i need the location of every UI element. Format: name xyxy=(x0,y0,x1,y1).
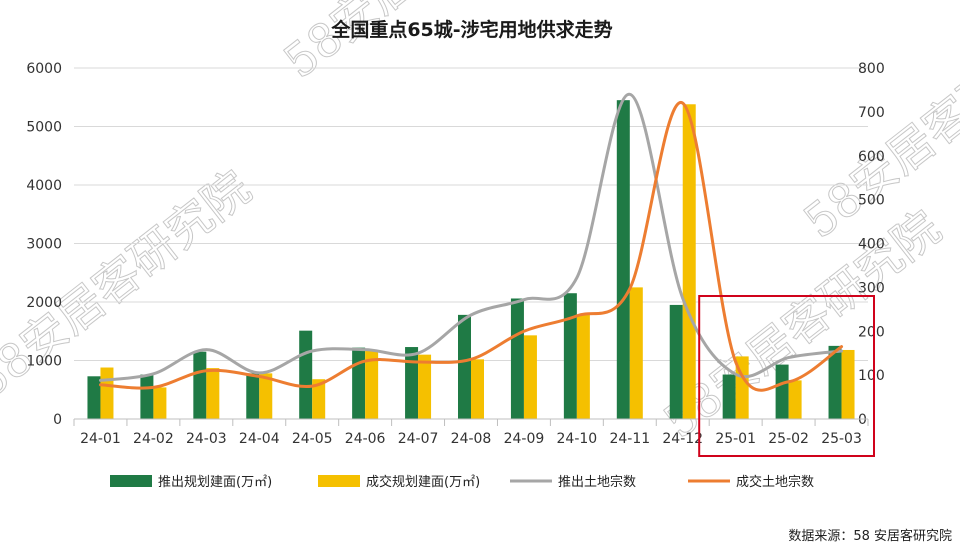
watermark-text: 58安居客研究院 xyxy=(654,200,951,449)
x-tick-label: 24-12 xyxy=(662,431,703,447)
x-tick-label: 24-06 xyxy=(345,431,386,447)
bar-transacted-area xyxy=(841,349,855,419)
legend-swatch xyxy=(110,475,152,487)
bar-launched-area xyxy=(458,314,471,419)
bar-launched-area xyxy=(193,351,207,419)
bar-launched-area xyxy=(246,373,260,419)
bar-launched-area xyxy=(775,364,789,419)
x-tick-label: 24-03 xyxy=(186,431,227,447)
y-left-tick-label: 2000 xyxy=(26,295,62,311)
bar-launched-area xyxy=(669,304,683,419)
bar-transacted-area xyxy=(471,359,484,419)
y-right-tick-label: 700 xyxy=(858,105,885,121)
x-tick-label: 24-11 xyxy=(609,431,650,447)
y-left-tick-label: 6000 xyxy=(26,61,62,77)
bar-transacted-area xyxy=(312,379,326,419)
bar-transacted-area xyxy=(365,349,379,419)
y-left-tick-label: 5000 xyxy=(26,120,62,136)
y-right-tick-label: 800 xyxy=(858,61,885,77)
bar-launched-area xyxy=(722,374,736,419)
x-tick-label: 24-07 xyxy=(398,431,439,447)
chart-title: 全国重点65城-涉宅用地供求走势 xyxy=(330,18,612,41)
x-tick-label: 24-01 xyxy=(80,431,121,447)
x-tick-label: 24-08 xyxy=(451,431,492,447)
legend-label: 推出土地宗数 xyxy=(558,474,636,490)
x-tick-label: 24-02 xyxy=(133,431,174,447)
bar-transacted-area xyxy=(418,354,432,419)
y-left-tick-label: 1000 xyxy=(26,354,62,370)
x-axis: 24-01 24-02 24-03 24-04 24-05 24-06 24-07 24-08… xyxy=(73,418,869,447)
bar-launched-area xyxy=(616,100,630,420)
x-tick-label: 25-03 xyxy=(821,431,862,447)
bar-transacted-area xyxy=(206,368,220,419)
bar-launched-area xyxy=(405,347,419,419)
line-launched-count xyxy=(98,92,844,382)
bar-launched-area xyxy=(352,347,366,419)
x-tick-label: 25-01 xyxy=(715,431,756,447)
x-tick-label: 24-09 xyxy=(504,431,545,447)
watermark-text: 58安居客研究院 xyxy=(794,0,960,249)
legend-label: 推出规划建面(万㎡) xyxy=(158,475,272,490)
x-tick-label: 24-10 xyxy=(557,431,598,447)
line-transacted-count xyxy=(98,101,844,392)
y-right-tick-label: 500 xyxy=(858,193,885,209)
y-right-tick-label: 200 xyxy=(858,324,885,340)
watermark-text: 58安居客研究院 xyxy=(274,0,571,89)
bar-transacted-area xyxy=(682,104,696,420)
y-axis-right: 0 100 200 300 400 500 600 700 800 xyxy=(858,61,885,428)
bar-transacted-area xyxy=(576,314,590,419)
legend-swatch xyxy=(318,475,360,487)
bar-transacted-area xyxy=(259,373,273,419)
y-left-tick-label: 4000 xyxy=(26,178,62,194)
bar-transacted-area xyxy=(100,367,114,419)
x-tick-label: 24-04 xyxy=(239,431,280,447)
bar-transacted-area xyxy=(523,335,537,419)
bar-transacted-area xyxy=(629,287,643,419)
y-right-tick-label: 100 xyxy=(858,368,885,384)
y-left-tick-label: 0 xyxy=(53,412,62,428)
y-right-tick-label: 400 xyxy=(858,237,885,253)
bar-transacted-area xyxy=(788,380,802,419)
bar-transacted-area xyxy=(153,387,167,419)
bar-launched-area xyxy=(828,345,842,419)
y-left-tick-label: 3000 xyxy=(26,237,62,253)
bar-launched-area xyxy=(299,330,313,419)
legend-label: 成交土地宗数 xyxy=(736,474,814,490)
highlight-box xyxy=(698,295,876,457)
x-tick-label: 25-02 xyxy=(768,431,809,447)
legend: 推出规划建面(万㎡) 成交规划建面(万㎡) 推出土地宗数 成交土地宗数 xyxy=(110,474,814,490)
y-right-tick-label: 600 xyxy=(858,149,885,165)
bar-launched-area xyxy=(563,293,577,419)
series-lines xyxy=(98,92,844,392)
legend-label: 成交规划建面(万㎡) xyxy=(366,474,480,490)
bar-launched-area xyxy=(510,298,524,419)
source-note: 数据来源：58 安居客研究院 xyxy=(788,528,952,544)
x-tick-label: 24-05 xyxy=(292,431,333,447)
bar-launched-area xyxy=(140,374,154,419)
y-right-tick-label: 300 xyxy=(858,280,885,296)
bar-launched-area xyxy=(87,376,101,419)
y-axis-left: 0 1000 2000 3000 4000 5000 6000 xyxy=(26,61,62,428)
bars xyxy=(87,100,855,420)
y-right-tick-label: 0 xyxy=(858,412,867,428)
